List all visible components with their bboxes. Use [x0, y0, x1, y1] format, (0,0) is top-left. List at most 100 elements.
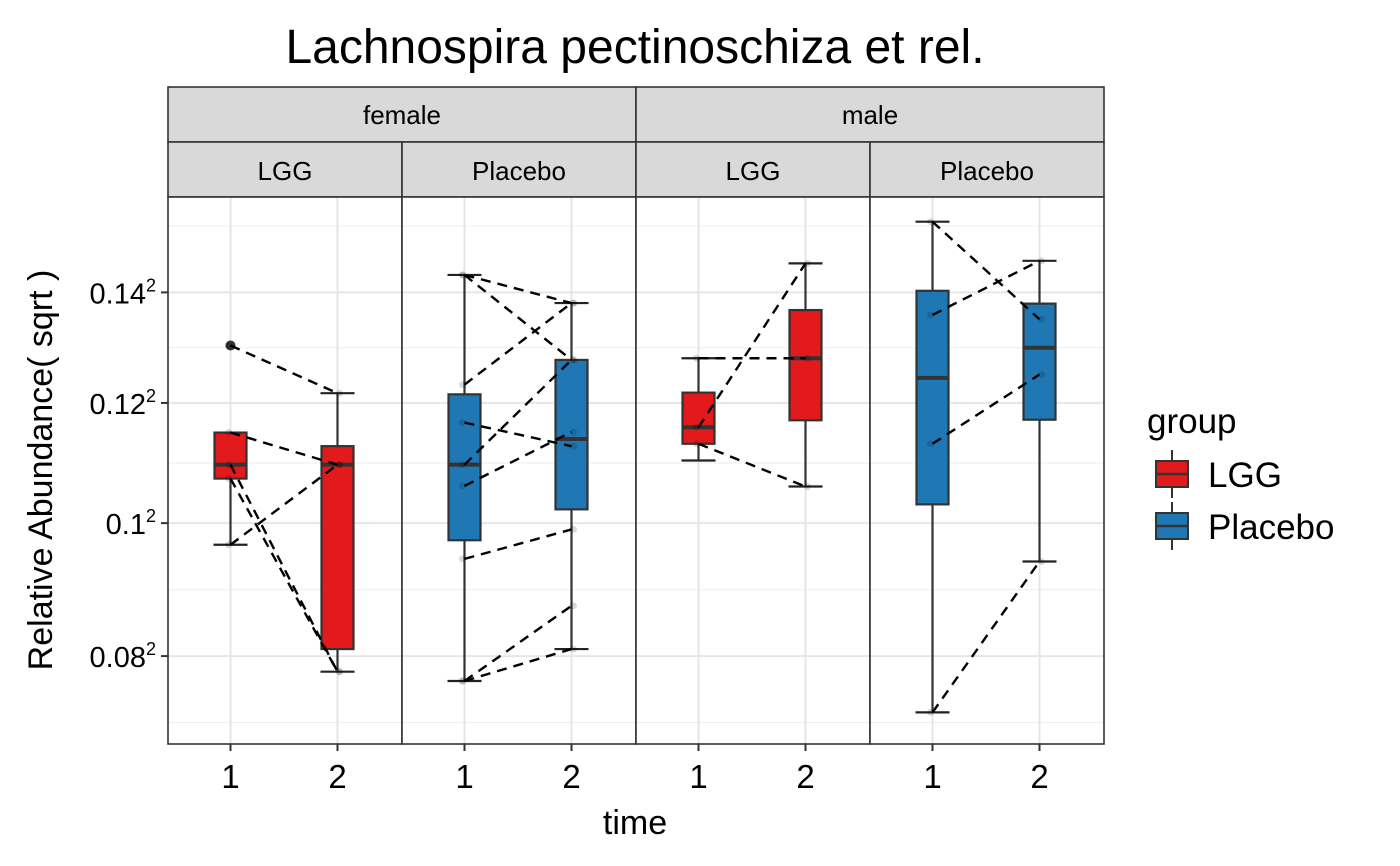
subfacet-strip-female-lgg — [167, 141, 403, 198]
legend-label: LGG — [1208, 456, 1282, 495]
sample-point — [225, 541, 232, 549]
x-tick-label: 1 — [221, 758, 239, 795]
box-iqr — [554, 358, 589, 511]
y-tick-label: 0.12 — [106, 506, 156, 541]
x-tick-label: 2 — [1030, 758, 1048, 795]
legend: group LGG Placebo — [1147, 402, 1334, 550]
sample-point — [225, 475, 232, 483]
paired-line — [229, 478, 339, 673]
x-tick-label: 2 — [796, 758, 814, 795]
sample-point — [804, 259, 811, 267]
sample-point — [459, 555, 466, 563]
paired-line — [463, 273, 573, 361]
panel-background — [636, 197, 870, 744]
x-tick-label: 1 — [923, 758, 941, 795]
paired-line — [464, 421, 572, 448]
box-iqr — [681, 391, 716, 445]
sample-point — [336, 461, 343, 469]
sample-point — [459, 381, 466, 389]
sample-point — [336, 389, 343, 397]
legend-label: Placebo — [1208, 508, 1334, 547]
subfacet-strip-male-placebo — [869, 141, 1105, 198]
y-axis-title: Relative Abundance( sqrt ) — [22, 270, 60, 671]
sample-point — [570, 356, 577, 364]
x-axis: 1 2 1 2 1 2 1 2 — [221, 744, 1049, 795]
sample-point — [336, 461, 343, 469]
box-iqr — [447, 393, 482, 542]
box-iqr — [788, 308, 823, 422]
panel-male-lgg — [635, 196, 871, 745]
sample-point — [693, 440, 700, 448]
x-tick-label: 2 — [562, 758, 580, 795]
sample-point — [570, 299, 577, 307]
sample-point — [804, 354, 811, 362]
x-tick-label: 1 — [689, 758, 707, 795]
panel-background — [870, 197, 1104, 744]
y-tick-label: 0.122 — [90, 386, 156, 421]
box-iqr — [320, 445, 355, 651]
sample-point — [693, 354, 700, 362]
facet-label-male: male — [842, 100, 898, 130]
subfacet-label-placebo: Placebo — [940, 156, 1034, 186]
y-tick-label: 0.082 — [90, 639, 156, 674]
paired-line — [463, 302, 573, 386]
sample-point — [570, 645, 577, 653]
sample-point — [927, 708, 934, 716]
panel-female-lgg — [167, 196, 403, 745]
chart-title: Lachnospira pectinoschiza et rel. — [285, 21, 984, 74]
box-placebo-time-1 — [447, 273, 482, 683]
sample-point — [570, 602, 577, 610]
panel-border — [869, 196, 1105, 745]
paired-line — [464, 528, 572, 561]
sample-point — [570, 525, 577, 533]
sample-point — [336, 668, 343, 676]
legend-title: group — [1147, 402, 1237, 441]
paired-line — [931, 259, 1041, 316]
subfacet-label-lgg: LGG — [726, 156, 781, 186]
sample-point — [459, 419, 466, 427]
paired-line — [229, 463, 339, 546]
facet-strips: female male LGG Placebo LGG Placebo — [167, 86, 1105, 198]
panel-male-placebo — [869, 196, 1105, 745]
subfacet-label-lgg: LGG — [258, 156, 313, 186]
x-tick-label: 1 — [455, 758, 473, 795]
sample-point — [570, 428, 577, 436]
x-axis-title: time — [603, 804, 667, 842]
subfacet-label-placebo: Placebo — [472, 156, 566, 186]
sample-point — [570, 356, 577, 364]
sample-point — [927, 218, 934, 226]
box-iqr — [915, 289, 950, 506]
paired-line — [230, 431, 338, 466]
paired-line — [931, 220, 1041, 321]
sample-point — [225, 461, 232, 469]
sample-point — [693, 423, 700, 431]
panel-background — [402, 197, 636, 744]
sample-point — [927, 440, 934, 448]
facet-strip-female — [167, 86, 637, 143]
box-iqr — [1022, 302, 1057, 421]
sample-point — [459, 271, 466, 279]
paired-line — [931, 373, 1041, 445]
sample-point — [225, 341, 232, 349]
sample-point — [459, 461, 466, 469]
paired-line — [463, 359, 573, 466]
legend-item-placebo: Placebo — [1155, 502, 1334, 550]
paired-line — [229, 464, 339, 673]
sample-point — [1038, 557, 1045, 565]
sample-point — [459, 482, 466, 490]
sample-point — [459, 677, 466, 685]
facet-strip-male — [635, 86, 1105, 143]
sample-point — [459, 271, 466, 279]
paired-line — [463, 604, 573, 682]
paired-line — [464, 647, 572, 683]
panel-female-placebo — [401, 196, 637, 745]
y-tick-label: 0.142 — [90, 275, 156, 310]
box-lgg-time-2 — [320, 392, 355, 673]
sample-point — [804, 483, 811, 491]
legend-item-lgg: LGG — [1155, 450, 1282, 498]
paired-line — [230, 344, 338, 395]
x-tick-label: 2 — [328, 758, 346, 795]
sample-point — [459, 677, 466, 685]
box-placebo-time-2 — [1022, 259, 1057, 563]
